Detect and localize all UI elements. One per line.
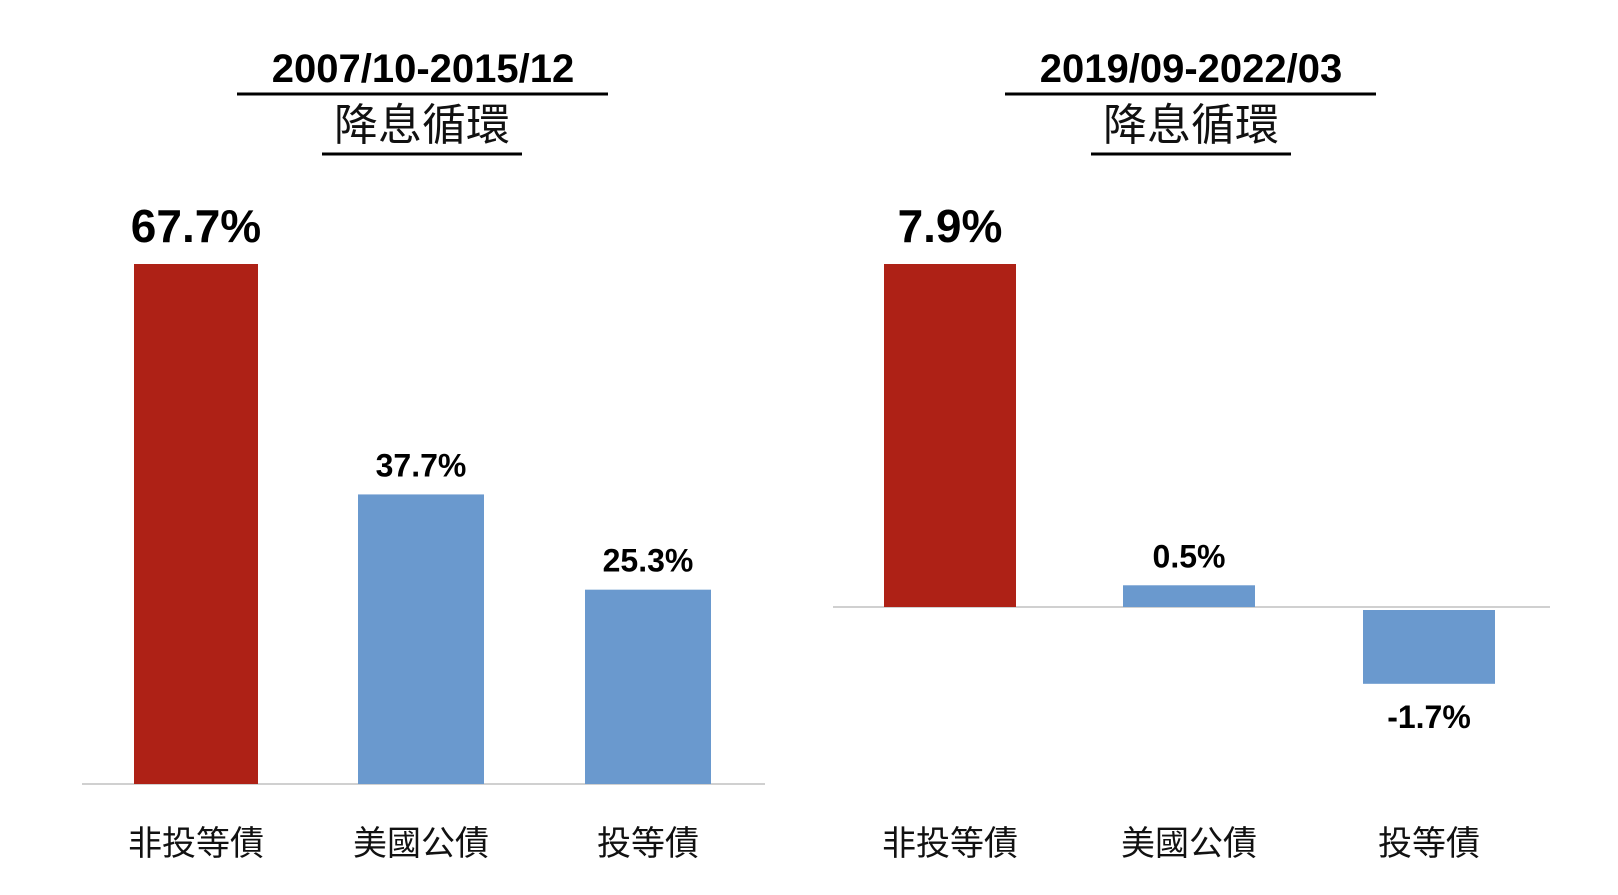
chart-1-bar-3 [585, 589, 711, 784]
chart-1-title-group: 2007/10-2015/12 降息循環 [237, 47, 608, 156]
chart-1-value-label-2: 37.7% [376, 447, 467, 483]
chart-1-title: 2007/10-2015/12 [272, 47, 575, 91]
chart-2-category-label-2: 美國公債 [1121, 824, 1257, 864]
chart-2-title-group: 2019/09-2022/03 降息循環 [1005, 47, 1376, 156]
chart-1-bar-1 [134, 264, 258, 784]
chart-2-value-label-2: 0.5% [1153, 538, 1226, 574]
chart-1-subtitle: 降息循環 [334, 100, 510, 151]
chart-1-value-label-3: 25.3% [603, 543, 694, 579]
chart-2-bar-1 [884, 264, 1016, 607]
chart-2-title: 2019/09-2022/03 [1040, 47, 1343, 91]
chart-1-category-label-3: 投等債 [597, 824, 699, 864]
chart-1-category-label-2: 美國公債 [353, 824, 489, 864]
chart-2-category-label-3: 投等債 [1378, 824, 1480, 864]
chart-2-bar-2 [1123, 585, 1255, 607]
chart-1-bar-2 [358, 494, 484, 784]
chart-2-value-label-3: -1.7% [1387, 699, 1471, 735]
chart-2-value-label-1: 7.9% [898, 200, 1003, 252]
chart-1-value-label-1: 67.7% [131, 200, 261, 252]
chart-2-category-label-1: 非投等債 [882, 824, 1018, 864]
chart-2-subtitle: 降息循環 [1103, 100, 1279, 151]
chart-2-bar-3 [1363, 610, 1495, 684]
chart-1-category-label-1: 非投等債 [128, 824, 264, 864]
